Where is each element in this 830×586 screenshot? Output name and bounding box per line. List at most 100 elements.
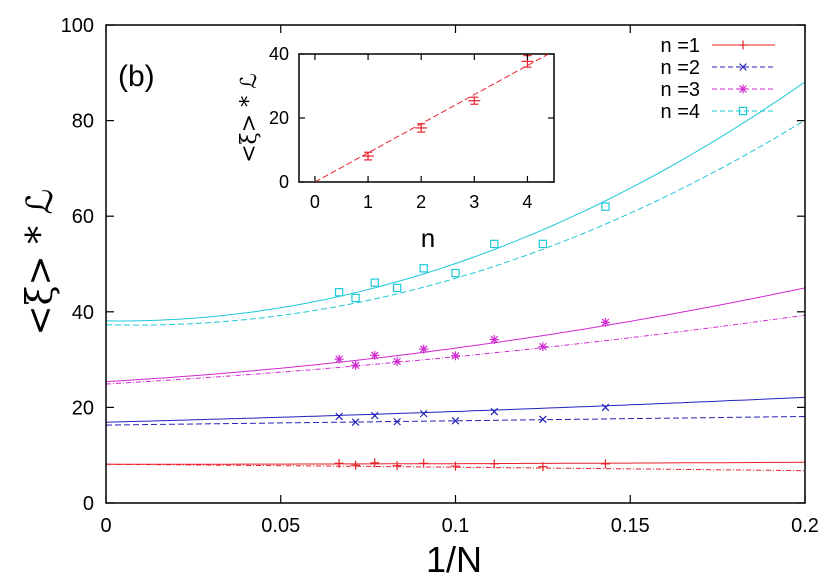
data-point-series-n=2-b-0 [351,418,360,427]
inset-x-tick-label: 4 [522,192,532,212]
data-point-series-n=1-b-1 [392,461,402,471]
data-point-series-n=2-b-2-stroke [451,416,460,425]
data-point-series-n=4-a-2 [419,264,428,273]
data-point-series-n=3-b-3-stroke [539,342,547,351]
y-tick-label: 20 [72,397,94,419]
fit-curve-series-3-a [105,287,806,383]
x-tick-label: 0.1 [442,515,470,537]
data-point-series-n=2-a-1-stroke [370,411,379,420]
data-point-series-n=4-b-1-stroke [392,283,402,293]
data-point-series-n=3-b-1 [392,357,402,367]
data-point-series-n=3-b-0-stroke [351,361,360,370]
fit-curve-series-4-b [105,119,806,326]
inset-x-axis-label: n [421,223,435,253]
inset-y-tick-label: 40 [269,44,289,64]
data-point-series-n=3-a-1-stroke [370,351,379,360]
legend-label-1: n =1 [661,35,700,57]
legend-marker-1 [738,40,748,50]
fit-curve-series-4-a [105,81,806,322]
inset-y-tick-label: 20 [269,108,289,128]
data-point-series-n=3-b-2 [451,351,460,361]
inset-x-tick-label: 1 [363,192,373,212]
legend-marker-3 [738,84,748,94]
y-tick-label: 0 [83,493,94,515]
data-point-series-n=3-a-4 [600,317,610,327]
data-point-series-n=2-a-3 [490,407,499,416]
data-point-series-n=3-b-2-stroke [451,351,460,360]
data-point-series-n=2-b-0-stroke [351,418,360,427]
data-point-series-n=4-a-3-stroke [490,239,499,249]
data-point-series-n=4-a-1 [370,278,379,287]
data-point-series-n=3-a-0-stroke [335,355,343,363]
inset-data-point-0 [362,151,375,161]
data-point-series-n=2-b-3 [539,415,547,424]
data-point-series-n=1-a-4 [600,459,610,469]
legend-label-2: n =2 [661,57,700,79]
legend-label-3: n =3 [661,79,700,101]
data-point-series-n=2-b-3-stroke [539,415,547,424]
data-point-series-n=3-a-0 [334,354,344,364]
inset-x-tick-label: 0 [310,192,320,212]
data-point-series-n=4-a-3 [490,239,499,249]
data-point-series-n=4-b-1 [392,283,402,293]
inset-x-tick-label: 2 [416,192,426,212]
inset-data-point-2 [468,96,481,105]
data-point-series-n=4-a-4 [601,202,610,211]
data-point-series-n=3-a-3-stroke [490,335,499,344]
legend-marker-2 [739,63,747,71]
data-point-series-n=1-a-2 [419,458,429,468]
inset-y-tick-label: 0 [279,172,289,192]
fit-curve-series-3-b [105,314,806,385]
data-point-series-n=4-b-3 [538,239,548,249]
inset-x-tick-label: 3 [469,192,479,212]
y-axis-label: <ξ> * ℒ [20,189,61,336]
data-point-series-n=2-a-2 [419,409,428,418]
data-point-series-n=1-b-3 [538,462,548,472]
inset-y-axis-label: <ξ> * ℒ [237,73,262,163]
data-point-series-n=2-b-1 [393,417,401,426]
panel-label: (b) [118,60,155,93]
data-point-series-n=2-a-0 [335,412,343,421]
x-tick-label: 0.2 [791,515,819,537]
data-point-series-n=3-b-3 [538,342,548,352]
y-tick-label: 80 [72,111,94,133]
inset-data-point-1 [415,123,428,133]
data-point-series-n=3-a-2 [419,344,429,354]
data-point-series-n=3-b-1-stroke [393,357,401,366]
legend-marker-4 [738,106,748,116]
data-point-series-n=4-b-2 [451,268,460,278]
data-point-series-n=2-a-2-stroke [419,409,428,418]
y-tick-label: 60 [72,206,94,228]
data-point-series-n=4-a-2-stroke [419,264,428,273]
data-point-series-n=1-a-3 [489,459,499,469]
x-tick-label: 0.15 [611,515,650,537]
data-point-series-n=1-a-0 [334,458,344,468]
data-point-series-n=2-a-0-stroke [335,412,343,421]
inset-frame [298,53,555,183]
data-point-series-n=1-b-0 [351,460,361,470]
data-point-series-n=4-b-2-stroke [451,268,460,278]
data-point-series-n=4-a-0-stroke [334,288,344,297]
legend-label-4: n =4 [661,101,700,123]
data-point-series-n=1-a-1 [370,458,380,468]
data-point-series-n=4-b-0-stroke [351,293,360,303]
legend-marker-4-stroke [738,106,748,116]
data-point-series-n=2-a-4 [601,403,610,412]
data-point-series-n=4-a-1-stroke [370,278,379,287]
y-tick-label: 40 [72,302,94,324]
legend: n =1n =2n =3n =4 [661,35,775,123]
data-point-series-n=2-a-1 [370,411,379,420]
data-point-series-n=4-a-4-stroke [601,202,610,211]
legend-marker-2-stroke [739,63,747,71]
data-point-series-n=2-a-3-stroke [490,407,499,416]
fit-curve-series-2-a [105,396,806,423]
data-point-series-n=3-a-3 [489,335,499,345]
data-point-series-n=3-a-4-stroke [601,318,610,327]
data-point-series-n=3-a-1 [370,350,380,360]
fit-curve-series-1-b [106,463,806,472]
x-axis-label: 1/N [426,539,482,580]
inset-fit-line [314,53,549,183]
